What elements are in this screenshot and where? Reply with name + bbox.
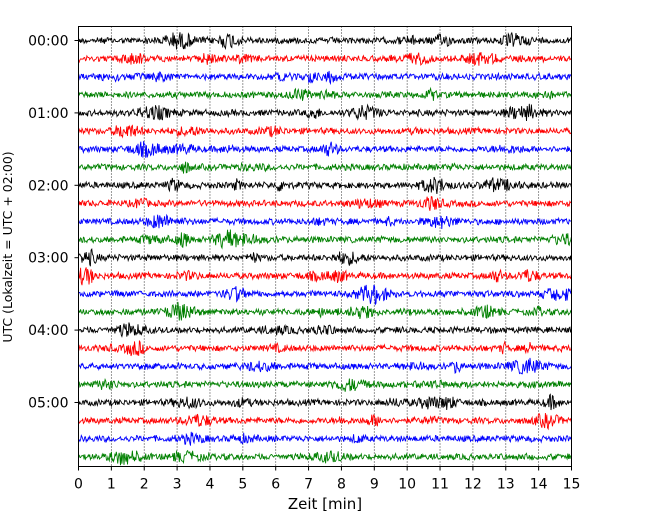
trace-line [78,141,572,158]
y-axis: 00:00 01:00 02:00 03:00 04:00 05:00 [28,34,79,412]
y-axis-label: UTC (Lokalzeit = UTC + 02:00) [0,151,15,342]
trace-line [78,284,572,306]
x-tick-label: 3 [173,477,182,493]
x-tick-label: 15 [563,477,581,493]
trace-line [78,449,572,466]
trace-line [78,124,572,139]
trace-line [78,431,572,446]
trace-line [78,267,572,286]
trace-line [78,377,572,392]
trace-line [78,229,572,250]
grid-lines [110,26,540,467]
x-tick-label: 9 [370,477,379,493]
x-tick-label: 7 [304,477,313,493]
x-tick-label: 13 [497,477,515,493]
x-tick-label: 4 [206,477,215,493]
trace-line [78,52,572,67]
x-tick-label: 11 [431,477,449,493]
x-tick-label: 2 [140,477,149,493]
trace-line [78,70,572,86]
trace-line [78,248,572,267]
x-axis: 0 1 2 3 4 5 6 7 8 9 10 11 12 13 14 15 [74,466,581,493]
traces [78,31,572,466]
x-tick-label: 12 [464,477,482,493]
y-tick-label: 05:00 [28,396,68,412]
y-tick-label: 01:00 [28,106,68,122]
trace-line [78,161,572,174]
trace-line [78,176,572,195]
trace-line [78,322,572,338]
y-tick-label: 04:00 [28,323,68,339]
x-tick-label: 14 [530,477,548,493]
x-tick-label: 5 [238,477,247,493]
x-tick-label: 6 [271,477,280,493]
trace-line [78,393,572,411]
x-tick-label: 1 [107,477,116,493]
trace-line [78,340,572,357]
trace-line [78,357,572,375]
x-tick-label: 0 [74,477,83,493]
trace-line [78,412,572,431]
trace-line [78,195,572,211]
x-tick-label: 10 [398,477,416,493]
trace-line [78,301,572,321]
x-axis-label: Zeit [min] [288,495,362,513]
trace-line [78,86,572,101]
trace-line [78,103,572,121]
trace-line [78,31,572,51]
x-tick-label: 8 [337,477,346,493]
plot-frame [78,26,572,467]
trace-line [78,213,572,229]
y-tick-label: 02:00 [28,178,68,194]
y-tick-label: 00:00 [28,34,68,50]
y-tick-label: 03:00 [28,251,68,267]
